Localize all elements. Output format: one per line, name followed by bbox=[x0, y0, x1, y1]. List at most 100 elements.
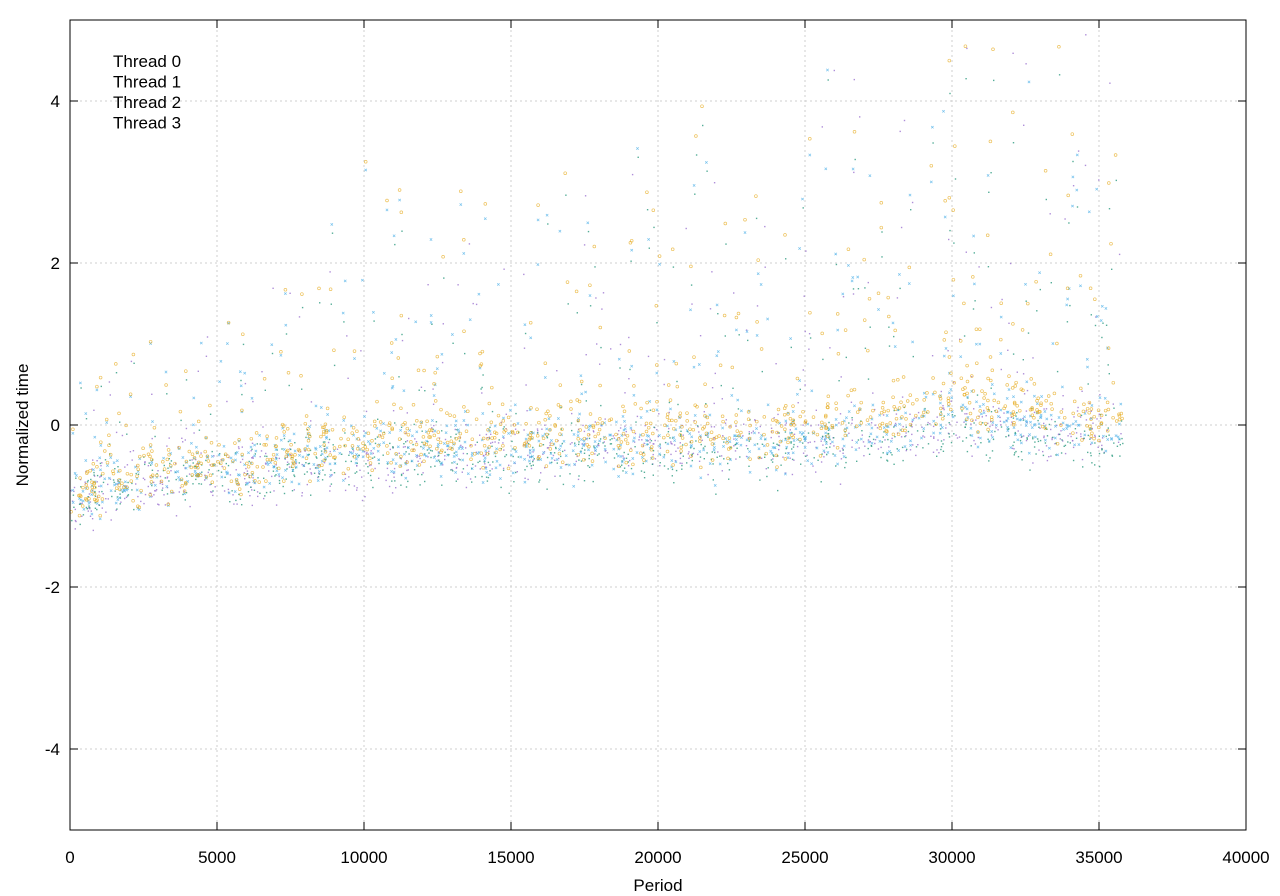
data-point bbox=[1084, 164, 1087, 167]
data-point bbox=[379, 434, 382, 436]
data-point bbox=[114, 490, 116, 492]
data-point bbox=[888, 446, 890, 448]
data-point bbox=[508, 492, 510, 494]
data-point bbox=[432, 403, 435, 405]
data-point bbox=[872, 438, 875, 441]
data-point bbox=[1109, 241, 1113, 246]
data-point bbox=[477, 292, 481, 296]
data-point bbox=[651, 408, 656, 412]
data-point bbox=[1016, 438, 1020, 442]
data-point bbox=[922, 427, 926, 431]
data-point bbox=[835, 465, 837, 467]
data-point bbox=[632, 436, 636, 440]
data-point bbox=[940, 446, 943, 448]
data-point bbox=[363, 160, 368, 164]
data-point bbox=[774, 419, 779, 423]
data-point bbox=[885, 451, 889, 455]
data-point bbox=[822, 449, 826, 453]
data-point bbox=[284, 468, 287, 472]
data-point bbox=[519, 455, 523, 459]
data-point bbox=[986, 376, 990, 381]
data-point bbox=[758, 432, 760, 434]
data-point bbox=[395, 487, 397, 489]
data-point bbox=[227, 464, 230, 467]
x-tick-label: 10000 bbox=[340, 848, 387, 867]
data-point bbox=[1063, 445, 1065, 447]
data-point bbox=[632, 393, 636, 397]
data-point bbox=[292, 468, 294, 471]
data-point bbox=[807, 432, 810, 434]
data-point bbox=[951, 294, 955, 298]
data-point bbox=[170, 470, 172, 472]
data-point bbox=[971, 389, 976, 393]
data-point bbox=[367, 459, 369, 462]
data-point bbox=[208, 469, 210, 471]
data-point bbox=[891, 437, 893, 440]
data-point bbox=[1095, 316, 1097, 318]
data-point bbox=[835, 312, 840, 316]
data-point bbox=[199, 341, 203, 345]
data-point bbox=[528, 436, 532, 440]
data-point bbox=[537, 430, 539, 432]
data-point bbox=[582, 439, 586, 443]
data-point bbox=[584, 195, 587, 197]
data-point bbox=[780, 464, 782, 466]
data-point bbox=[1089, 417, 1093, 421]
data-point bbox=[107, 433, 111, 438]
data-point bbox=[376, 436, 379, 438]
data-point bbox=[952, 381, 956, 385]
data-point bbox=[542, 444, 545, 446]
data-point bbox=[682, 455, 684, 457]
data-point bbox=[653, 426, 655, 428]
data-point bbox=[634, 446, 636, 448]
data-point bbox=[989, 415, 994, 419]
data-point bbox=[371, 310, 375, 314]
data-point bbox=[942, 405, 944, 407]
data-point bbox=[623, 457, 625, 459]
data-point bbox=[503, 428, 508, 432]
data-point bbox=[703, 411, 705, 413]
data-point bbox=[438, 459, 440, 461]
data-point bbox=[432, 381, 436, 386]
data-point bbox=[985, 454, 988, 456]
data-point bbox=[981, 416, 983, 418]
data-point bbox=[142, 477, 145, 479]
data-point bbox=[523, 323, 527, 327]
data-point bbox=[292, 470, 294, 472]
data-point bbox=[627, 349, 632, 353]
data-point bbox=[114, 362, 118, 366]
data-point bbox=[558, 383, 563, 387]
data-point bbox=[882, 426, 886, 430]
data-point bbox=[394, 480, 396, 482]
data-point bbox=[550, 456, 554, 460]
data-point bbox=[248, 474, 252, 479]
data-point bbox=[812, 465, 814, 467]
data-point bbox=[169, 489, 174, 494]
data-point bbox=[786, 436, 791, 440]
data-point bbox=[127, 494, 130, 496]
data-point bbox=[483, 456, 487, 460]
data-point bbox=[1029, 420, 1032, 424]
data-point bbox=[527, 442, 530, 445]
data-point bbox=[723, 221, 728, 226]
data-point bbox=[684, 442, 688, 447]
data-point bbox=[1085, 357, 1089, 361]
data-point bbox=[855, 410, 860, 414]
data-point bbox=[655, 399, 659, 404]
data-point bbox=[926, 410, 930, 414]
data-point bbox=[709, 308, 712, 310]
data-point bbox=[669, 407, 672, 411]
data-point bbox=[578, 459, 580, 461]
data-point bbox=[471, 467, 473, 470]
data-point bbox=[208, 403, 212, 408]
data-point bbox=[500, 421, 502, 424]
data-point bbox=[964, 417, 969, 421]
data-point bbox=[1012, 421, 1016, 425]
data-point bbox=[571, 412, 573, 415]
data-point bbox=[390, 386, 394, 390]
data-point bbox=[1083, 437, 1085, 439]
data-point bbox=[450, 447, 454, 451]
data-point bbox=[659, 462, 661, 464]
data-point bbox=[872, 392, 874, 394]
data-point bbox=[349, 451, 353, 455]
